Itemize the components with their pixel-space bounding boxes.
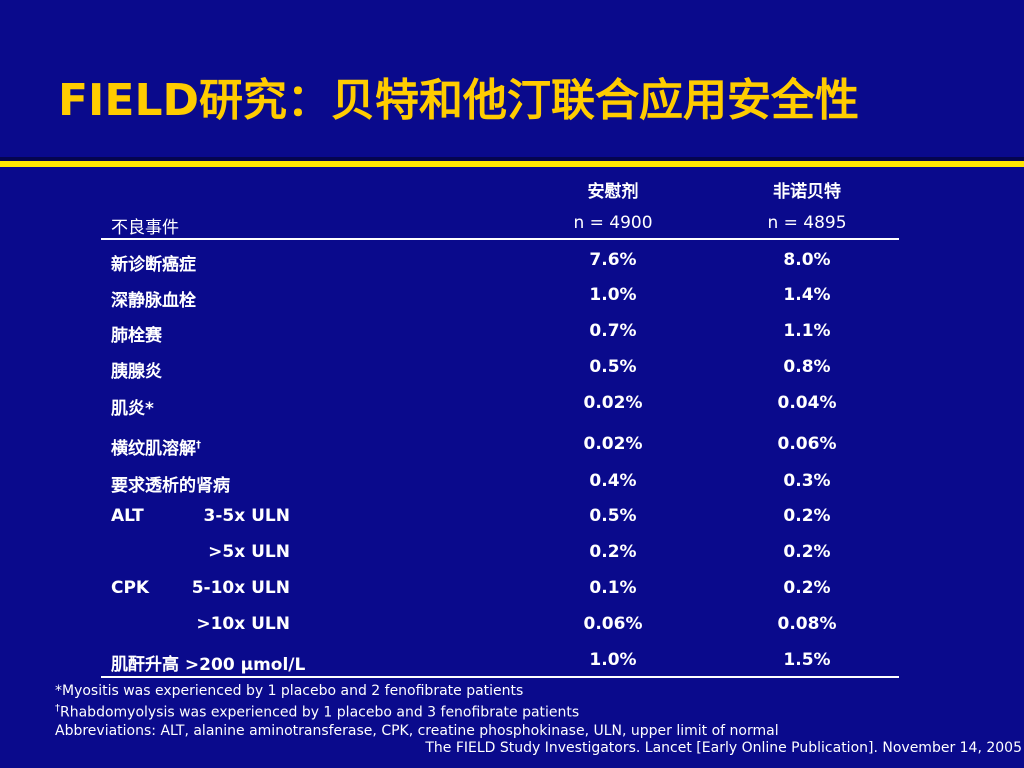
row-label: 肺栓赛 (111, 326, 162, 346)
row-label: 要求透析的肾病 (111, 476, 230, 496)
fenofibrate-value: 1.1% (783, 321, 831, 341)
placebo-value: 1.0% (589, 650, 637, 670)
placebo-value: 7.6% (589, 250, 637, 270)
fenofibrate-value: 0.2% (783, 542, 831, 562)
row-label: 深静脉血栓 (111, 291, 196, 311)
fenofibrate-value: 1.4% (783, 285, 831, 305)
title-divider (0, 161, 1024, 167)
row-label: 肌酐升高 >200 μmol/L (111, 655, 306, 675)
footnote-rhabdomyolysis-text: Rhabdomyolysis was experienced by 1 plac… (60, 704, 580, 721)
placebo-value: 1.0% (589, 285, 637, 305)
row-label: 肌炎* (111, 399, 154, 419)
header-fenofibrate-n: n = 4895 (767, 213, 847, 233)
header-placebo-n: n = 4900 (573, 213, 653, 233)
placebo-value: 0.5% (589, 357, 637, 377)
row-label-text: 横纹肌溶解 (111, 439, 196, 459)
row-label: 横纹肌溶解† (111, 434, 201, 459)
fenofibrate-value: 1.5% (783, 650, 831, 670)
fenofibrate-value: 0.8% (783, 357, 831, 377)
placebo-value: 0.06% (583, 614, 643, 634)
row-label: ALT (111, 506, 144, 526)
footnote-myositis: *Myositis was experienced by 1 placebo a… (55, 683, 524, 699)
row-sublabel: >10x ULN (196, 614, 290, 634)
footnote-rhabdomyolysis: †Rhabdomyolysis was experienced by 1 pla… (55, 703, 579, 721)
row-sublabel: 3-5x ULN (203, 506, 290, 526)
placebo-value: 0.1% (589, 578, 637, 598)
placebo-value: 0.7% (589, 321, 637, 341)
slide-title: FIELD研究：贝特和他汀联合应用安全性 (58, 75, 860, 126)
fenofibrate-value: 0.04% (777, 393, 837, 413)
header-adverse-events: 不良事件 (111, 218, 179, 238)
row-sublabel: >5x ULN (208, 542, 290, 562)
fenofibrate-value: 0.3% (783, 471, 831, 491)
fenofibrate-value: 0.06% (777, 434, 837, 454)
placebo-value: 0.4% (589, 471, 637, 491)
table-header-rule (101, 238, 899, 240)
fenofibrate-value: 0.2% (783, 578, 831, 598)
placebo-value: 0.5% (589, 506, 637, 526)
header-placebo: 安慰剂 (587, 182, 639, 202)
placebo-value: 0.2% (589, 542, 637, 562)
citation: The FIELD Study Investigators. Lancet [E… (425, 740, 1022, 756)
fenofibrate-value: 8.0% (783, 250, 831, 270)
fenofibrate-value: 0.08% (777, 614, 837, 634)
dagger-mark: † (196, 439, 201, 451)
row-sublabel: 5-10x ULN (191, 578, 290, 598)
fenofibrate-value: 0.2% (783, 506, 831, 526)
row-label: 胰腺炎 (111, 362, 162, 382)
placebo-value: 0.02% (583, 434, 643, 454)
header-fenofibrate: 非诺贝特 (773, 182, 841, 202)
dagger-mark: † (55, 703, 60, 714)
footnote-abbreviations: Abbreviations: ALT, alanine aminotransfe… (55, 723, 779, 739)
table-bottom-rule (101, 676, 899, 678)
title-divider-shadow (0, 157, 1024, 161)
row-label: CPK (111, 578, 150, 598)
row-label: 新诊断癌症 (111, 255, 196, 275)
placebo-value: 0.02% (583, 393, 643, 413)
